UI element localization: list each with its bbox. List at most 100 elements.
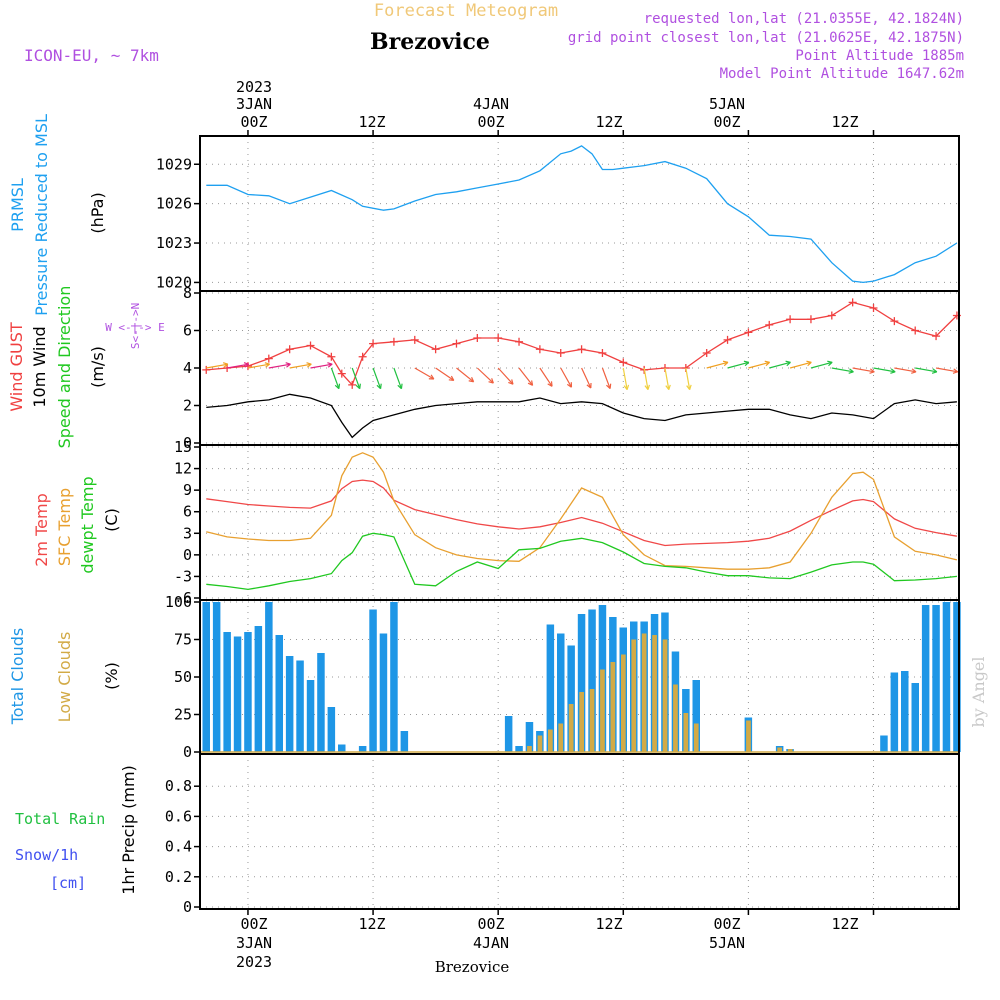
low-clouds-bar — [548, 729, 553, 752]
grid-point-coords: grid point closest lon,lat (21.0625E, 42… — [568, 30, 964, 46]
total-clouds-bar — [317, 653, 325, 752]
wind-direction-arrow — [351, 367, 361, 389]
wind-gust-marker — [389, 337, 398, 346]
wind-direction-arrowhead — [848, 368, 854, 374]
temp-sfc-line — [206, 452, 958, 570]
total-clouds-bar — [921, 605, 930, 752]
wind-direction-arrow — [685, 367, 691, 390]
total-clouds-bar — [911, 683, 919, 752]
wind-gust-marker — [848, 298, 857, 307]
wind-direction-arrow — [539, 367, 553, 387]
low-clouds-bar — [589, 689, 595, 752]
clouds-y-tick-label: 0 — [183, 743, 192, 761]
wind-direction-arrowhead — [931, 368, 938, 374]
low-clouds-bar — [662, 639, 668, 752]
wind-direction-arrowhead — [606, 383, 612, 390]
low-clouds-bar — [787, 749, 793, 752]
total-clouds-bar — [692, 680, 700, 752]
wind-direction-arrow — [289, 363, 312, 369]
temperature-y-tick-label: 12 — [174, 460, 192, 478]
wind-direction-arrow — [518, 367, 534, 386]
wind-direction-arrowhead — [869, 368, 875, 374]
wind-gust-marker — [786, 315, 795, 324]
wind-gust-marker — [515, 337, 524, 346]
axis-layer: 102010231026102902468-6-3036912150255075… — [156, 130, 875, 916]
wind-direction-arrow — [873, 367, 896, 373]
wind-gust-marker — [556, 349, 565, 357]
wind-direction-arrow — [414, 367, 435, 380]
wind-direction-arrow — [372, 367, 382, 389]
low-clouds-bar — [537, 735, 543, 752]
low-clouds-bar — [673, 684, 678, 752]
model-label: ICON-EU, ~ 7km — [24, 46, 159, 65]
top-year-label: 2023 — [236, 78, 272, 96]
wind-gust-marker — [494, 334, 503, 342]
wind-y-tick-label: 4 — [183, 359, 192, 377]
wind-direction-arrow — [601, 367, 611, 389]
cloud-panel-labels: Total Clouds Low Clouds (%) — [8, 628, 121, 726]
bottom-tick-label: 12Z — [358, 915, 385, 933]
total-clouds-bar — [953, 602, 961, 752]
wind-speed-line — [206, 393, 957, 439]
top-date-label: 5JAN — [709, 95, 745, 113]
wind-direction-arrow — [330, 367, 340, 389]
chart-subtitle: Forecast Meteogram — [374, 1, 558, 21]
wind-gust-marker — [306, 341, 315, 350]
total-clouds-bar — [212, 602, 221, 752]
data-layer — [200, 145, 961, 753]
wind-direction-arrow — [497, 367, 514, 385]
wind-direction-arrowhead — [334, 383, 341, 390]
wind-y-tick-label: 0 — [183, 434, 192, 452]
pressure-y-tick-label: 1029 — [156, 155, 192, 173]
precip-panel-labels: Total Rain Snow/1h [cm] 1hr Precip (mm) — [15, 765, 138, 895]
bottom-date-label: 3JAN — [236, 934, 272, 952]
wind-direction-arrowhead — [448, 375, 455, 382]
pressure-y-tick-label: 1023 — [156, 234, 192, 252]
low-clouds-bar — [777, 747, 782, 752]
total-clouds-bar — [369, 609, 377, 752]
wind-compass-sn: S<-|->N — [129, 303, 142, 349]
wind-gust-marker — [744, 328, 753, 337]
pressure-panel-frame — [199, 135, 960, 292]
bottom-tick-label: 12Z — [831, 915, 858, 933]
precipitation-y-tick-label: 0.4 — [165, 838, 192, 856]
low-clouds-bar — [568, 704, 574, 752]
clouds-y-tick-label: 50 — [174, 668, 192, 686]
total-clouds-bar — [338, 744, 346, 752]
pressure-label-msl: Pressure Reduced to MSL — [32, 114, 51, 316]
total-clouds-bar — [901, 671, 909, 752]
wind-direction-arrowhead — [355, 383, 361, 390]
wind-direction-arrowhead — [547, 381, 553, 387]
low-clouds-bar — [579, 692, 584, 752]
total-clouds-bar — [223, 632, 231, 752]
wind-direction-arrow — [915, 367, 937, 373]
chart-header: Forecast Meteogram Brezovice ICON-EU, ~ … — [24, 1, 964, 82]
wind-gust-marker — [806, 315, 815, 324]
wind-direction-arrowhead — [376, 383, 382, 390]
total-clouds-bar — [504, 716, 513, 752]
wind-gust-marker — [202, 365, 211, 374]
wind-gust-line — [206, 301, 958, 387]
low-clouds-bar — [600, 669, 605, 752]
wind-direction-arrow — [935, 367, 958, 373]
total-clouds-bar — [890, 672, 899, 752]
wind-direction-arrowhead — [306, 362, 312, 368]
precipitation-y-tick-label: 0.2 — [165, 868, 192, 886]
wind-direction-arrowhead — [586, 382, 592, 389]
wind-panel-labels: Wind GUST 10m Wind Speed and Direction (… — [7, 286, 165, 449]
wind-direction-arrow — [831, 367, 854, 373]
watermark: by Angel — [969, 656, 988, 727]
top-tick-label: 00Z — [713, 113, 740, 131]
low-clouds-bar — [641, 633, 647, 752]
pressure-panel-labels: PRMSL Pressure Reduced to MSL (hPa) — [8, 114, 107, 316]
wind-gust-marker — [337, 369, 346, 378]
total-clouds-bar — [557, 633, 565, 752]
wind-direction-arrow — [393, 367, 403, 389]
footer-station: Brezovice — [435, 958, 510, 976]
wind-direction-arrow — [664, 367, 670, 390]
rain-legend-label: Total Rain — [15, 810, 105, 828]
wind-direction-arrowhead — [911, 368, 917, 374]
wind-direction-arrowhead — [952, 368, 959, 374]
wind-direction-arrowhead — [264, 362, 270, 368]
